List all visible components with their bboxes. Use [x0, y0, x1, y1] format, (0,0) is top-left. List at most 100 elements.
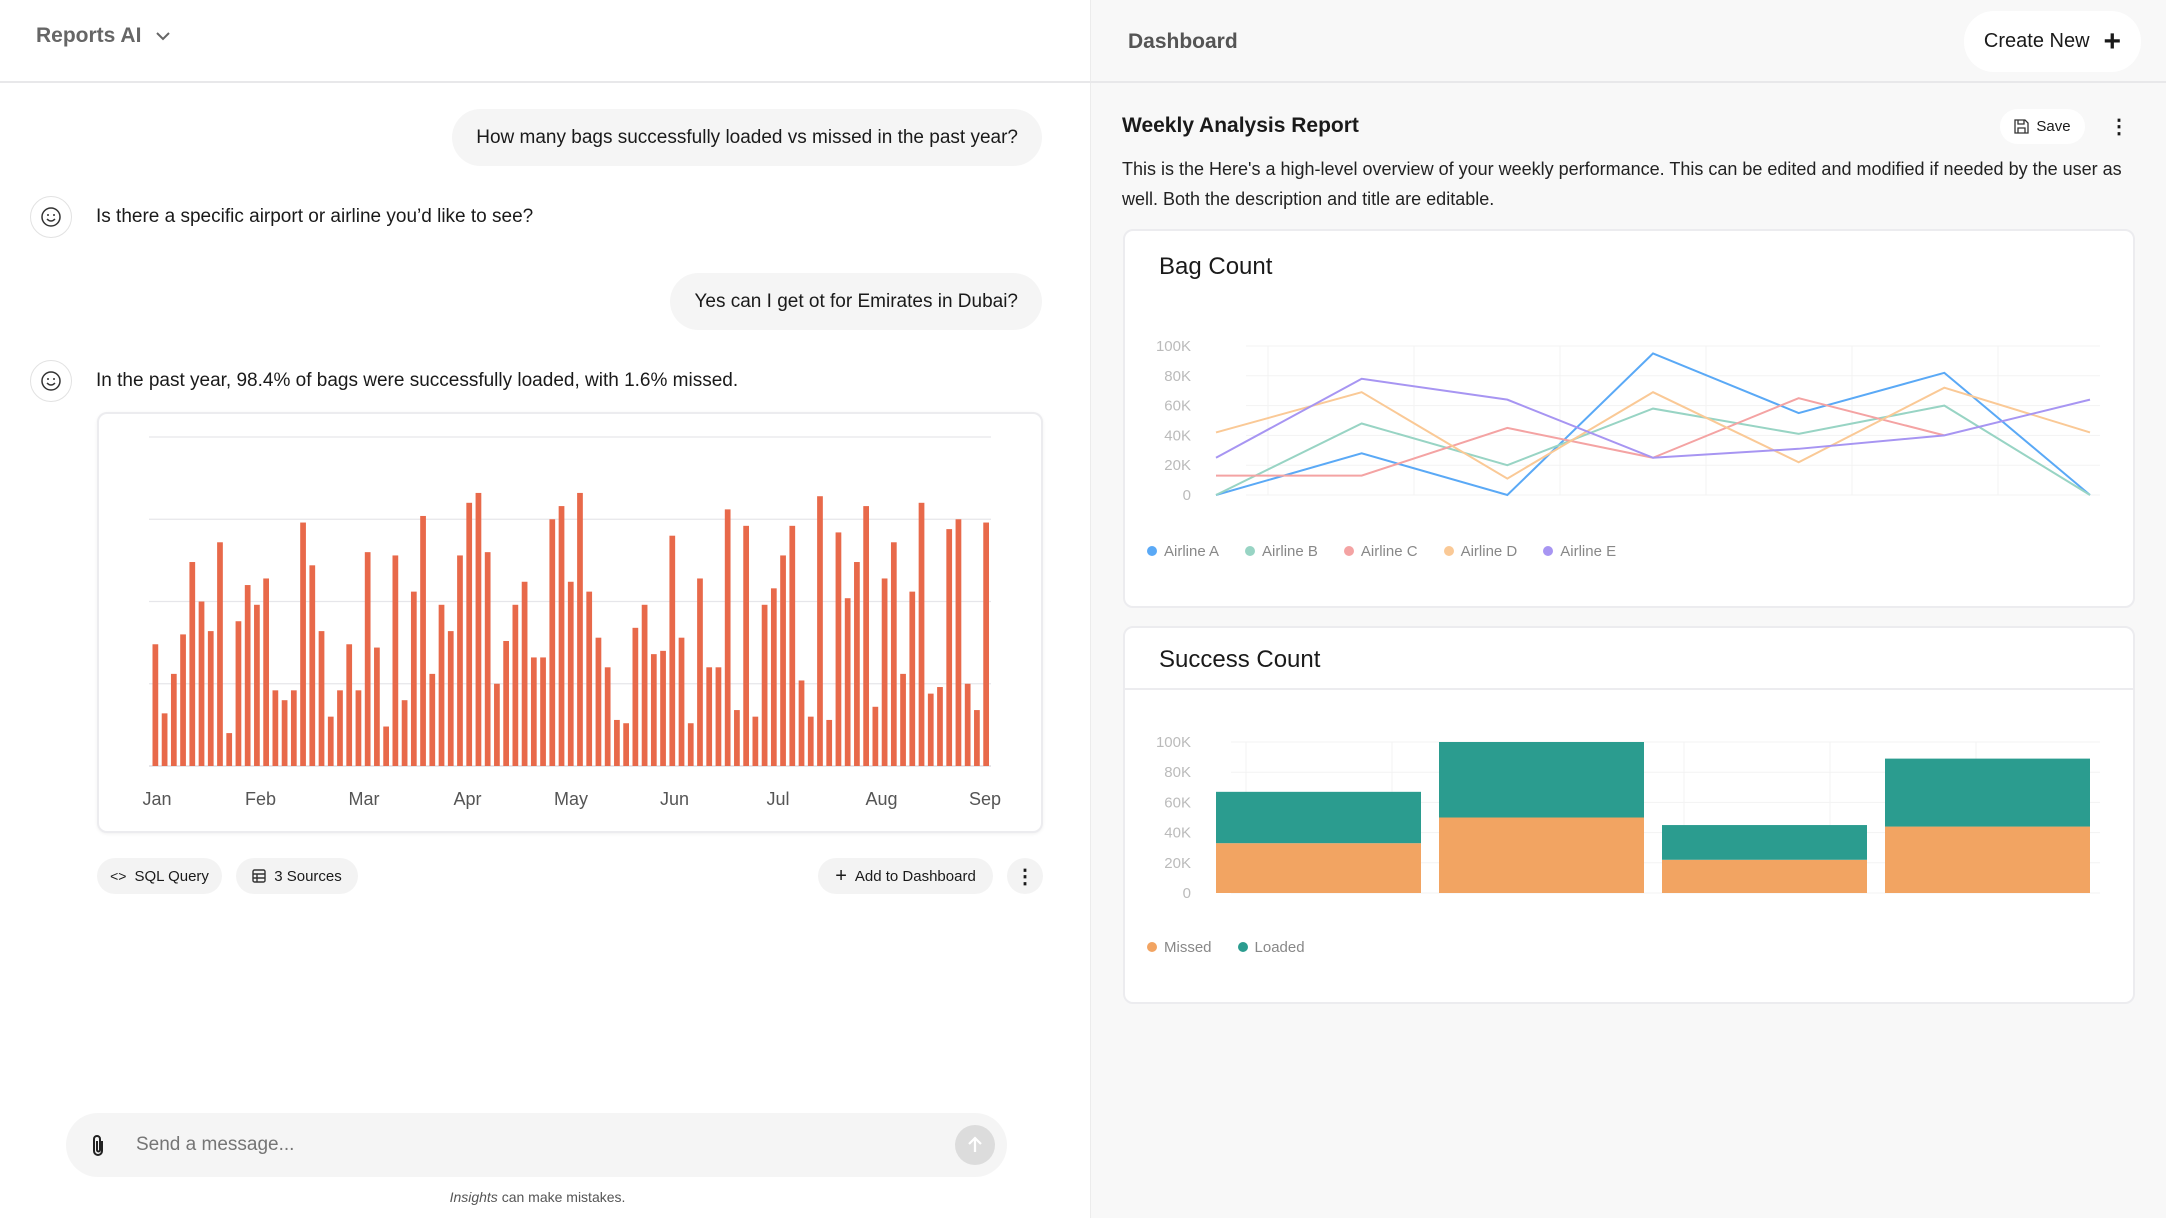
legend-dot	[1443, 546, 1454, 556]
send-button[interactable]	[955, 1125, 995, 1165]
bar	[983, 522, 989, 766]
legend-label: Loaded	[1254, 939, 1305, 956]
bar	[890, 542, 897, 766]
bar	[724, 509, 731, 766]
legend-dot	[1543, 546, 1554, 556]
x-tick-label: Aug	[865, 789, 897, 809]
y-tick-label: 40K	[1164, 825, 1191, 842]
more-options-button[interactable]: ⋮	[1007, 858, 1043, 894]
paperclip-icon[interactable]	[88, 1133, 108, 1159]
series-line-airline-b	[1215, 404, 2091, 496]
message-input[interactable]	[136, 1125, 916, 1165]
legend-item[interactable]: Airline B	[1245, 543, 1318, 560]
code-icon: <>	[110, 868, 127, 884]
stacked-bar-chart: 0 20K 40K 60K 80K 100K	[1156, 734, 2100, 902]
save-button[interactable]: Save	[2000, 109, 2085, 144]
bar	[770, 588, 777, 766]
bar	[170, 673, 177, 766]
y-tick-label: 80K	[1164, 368, 1191, 385]
bar	[290, 690, 297, 766]
plus-icon: +	[2103, 24, 2122, 58]
bar	[263, 578, 269, 766]
create-new-button[interactable]: Create New +	[1964, 11, 2141, 72]
bar	[392, 555, 399, 766]
y-tick-label: 20K	[1164, 457, 1191, 474]
x-tick-label: Jun	[660, 789, 689, 809]
bar	[484, 552, 491, 766]
bar	[706, 667, 713, 766]
y-tick-label: 100K	[1156, 338, 1191, 355]
bar	[974, 710, 980, 766]
bar	[595, 637, 602, 766]
legend-item[interactable]: Missed	[1147, 939, 1212, 956]
legend-item[interactable]: Airline D	[1443, 543, 1517, 560]
bar	[300, 522, 306, 766]
sql-query-button[interactable]: <> SQL Query	[97, 858, 222, 894]
legend-item[interactable]: Airline C	[1343, 543, 1418, 560]
report-title[interactable]: Weekly Analysis Report	[1122, 114, 1359, 137]
line-chart: 0 20K 40K 60K 80K 100K	[1156, 338, 2100, 504]
bar	[752, 716, 759, 766]
chart-legend: Airline A Airline B Airline C Airline D Airl…	[1147, 543, 1616, 560]
legend-dot	[1147, 942, 1157, 952]
table-icon	[252, 869, 266, 883]
save-icon	[2014, 119, 2030, 134]
legend-dot	[1147, 546, 1157, 556]
legend-label: Missed	[1164, 939, 1212, 956]
legend-item[interactable]: Airline E	[1543, 543, 1616, 560]
bar-segment-loaded	[1216, 791, 1421, 844]
chevron-down-icon	[156, 32, 171, 41]
bar	[927, 693, 934, 766]
kebab-icon: ⋮	[2109, 116, 2129, 138]
bar	[244, 585, 251, 766]
disclaimer-text: can make mistakes.	[497, 1189, 626, 1205]
dashboard-panel: Dashboard Create New + Weekly Analysis Re…	[1091, 0, 2166, 1218]
bar	[817, 496, 823, 766]
button-label: Add to Dashboard	[854, 867, 976, 885]
bar	[309, 565, 316, 766]
bar	[235, 621, 242, 766]
y-tick-label: 100K	[1156, 734, 1191, 751]
bar	[697, 578, 703, 766]
bar	[761, 604, 768, 766]
bar	[503, 640, 509, 766]
bar	[687, 723, 694, 766]
bar	[715, 667, 722, 766]
bar	[337, 690, 343, 766]
bar	[374, 647, 380, 766]
bar	[198, 601, 205, 766]
bar	[780, 555, 786, 766]
legend-item[interactable]: Airline A	[1147, 543, 1219, 560]
x-tick-label: Jul	[766, 789, 789, 809]
y-tick-label: 20K	[1164, 855, 1191, 872]
sources-button[interactable]: 3 Sources	[236, 858, 358, 894]
bar	[909, 591, 916, 766]
bar	[577, 492, 583, 766]
bar	[549, 519, 556, 766]
disclaimer: Insights can make mistakes.	[0, 1189, 1075, 1205]
report-menu-button[interactable]: ⋮	[2101, 109, 2137, 144]
success-count-card: Success Count 0 20K 40K 60K 80K 100K Missed Lo…	[1123, 626, 2135, 1004]
y-tick-label: 60K	[1164, 398, 1191, 415]
bar	[457, 555, 463, 766]
dashboard-title: Dashboard	[1128, 30, 1238, 53]
kebab-icon: ⋮	[1015, 865, 1035, 888]
button-label: 3 Sources	[274, 867, 342, 885]
add-to-dashboard-button[interactable]: + Add to Dashboard	[818, 858, 993, 894]
legend-item[interactable]: Loaded	[1237, 939, 1305, 956]
report-description[interactable]: This is the Here's a high-level overview…	[1122, 159, 2122, 209]
bar	[530, 657, 537, 766]
series-line-airline-d	[1215, 386, 2091, 480]
bar	[844, 598, 851, 766]
bar-segment-loaded	[1885, 758, 2090, 827]
bar	[614, 719, 620, 766]
bar	[964, 683, 971, 766]
y-tick-label: 40K	[1164, 427, 1191, 444]
bar	[318, 631, 325, 766]
arrow-up-icon	[968, 1136, 982, 1152]
bar	[558, 506, 565, 766]
bar	[410, 591, 417, 766]
bar-segment-missed	[1216, 843, 1421, 893]
app-switcher[interactable]: Reports AI	[36, 24, 171, 48]
x-tick-label: Apr	[453, 789, 481, 809]
